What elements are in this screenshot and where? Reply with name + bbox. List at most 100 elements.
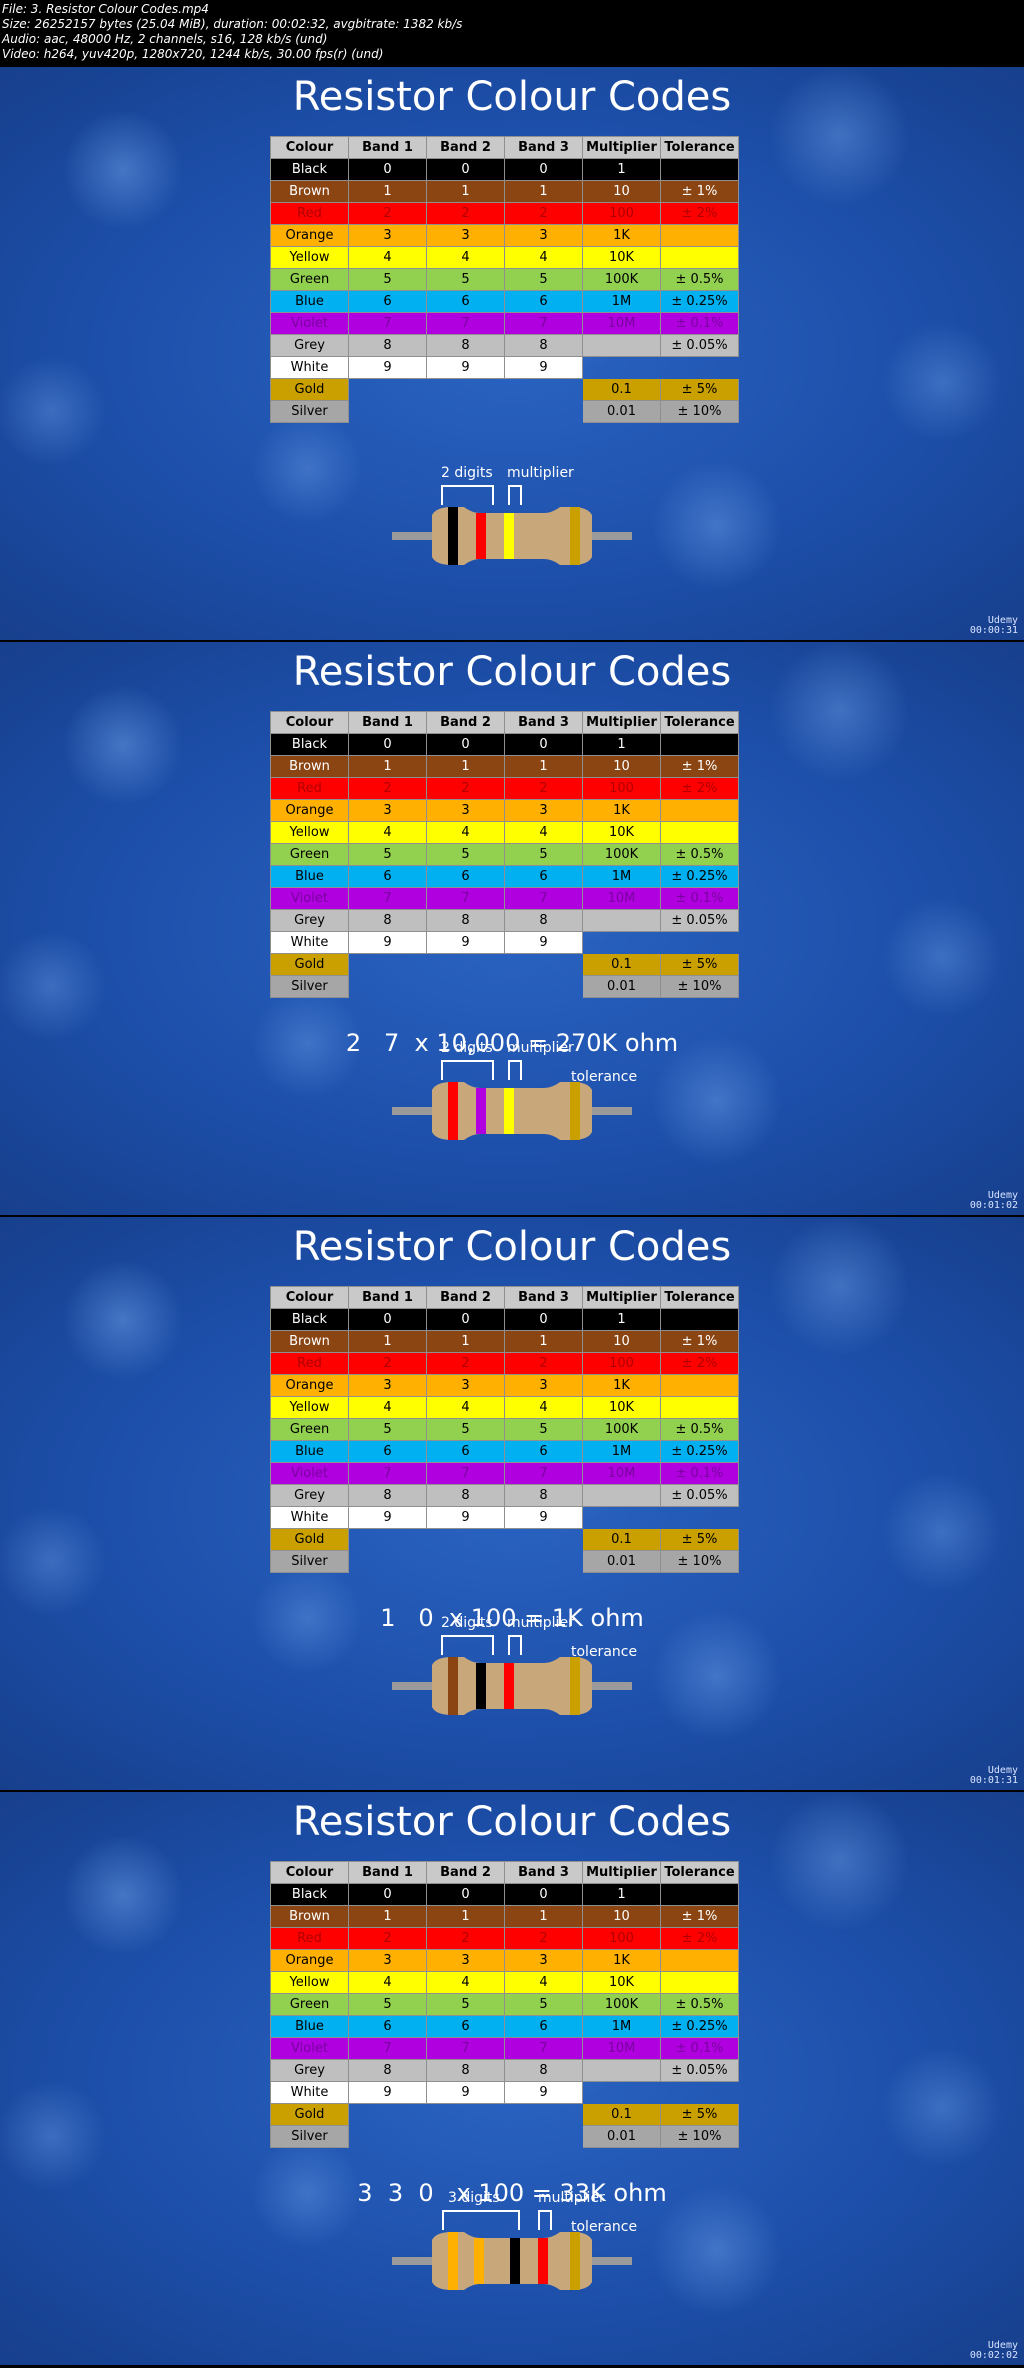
column-header: Tolerance xyxy=(660,711,739,734)
resistor-band-3 xyxy=(510,2238,520,2284)
table-row: Green 5 5 5 100K ± 0.5% xyxy=(270,1993,739,2016)
value-cell: 1M xyxy=(582,2015,661,2038)
table-row: Gold 0.1 ± 5% xyxy=(270,953,739,976)
value-cell: ± 2% xyxy=(660,777,739,800)
value-cell xyxy=(427,379,505,401)
value-cell: 100K xyxy=(582,268,661,291)
value-cell: 0.1 xyxy=(582,953,661,976)
table-row: Gold 0.1 ± 5% xyxy=(270,1528,739,1551)
value-cell: ± 0.05% xyxy=(660,1484,739,1507)
value-cell: 3 xyxy=(426,1374,505,1397)
table-header-row: Colour Band 1 Band 2 Band 3 Multiplier Tolera… xyxy=(270,1286,739,1309)
value-cell: 100 xyxy=(582,777,661,800)
value-cell: 1 xyxy=(504,180,583,203)
colour-name-cell: Orange xyxy=(270,799,349,822)
table-row: Yellow 4 4 4 10K xyxy=(270,1396,739,1419)
digits-bracket xyxy=(441,1060,494,1080)
value-cell: 1 xyxy=(426,180,505,203)
file-info-line: Size: 26252157 bytes (25.04 MiB), durati… xyxy=(2,17,463,31)
value-cell: 0 xyxy=(348,158,427,181)
value-cell: 2 xyxy=(504,777,583,800)
colour-name-cell: Black xyxy=(270,158,349,181)
digits-label: 2 digits xyxy=(441,1615,493,1631)
digits-bracket xyxy=(441,485,494,505)
value-cell xyxy=(583,1507,661,1529)
value-cell: 1 xyxy=(348,1330,427,1353)
value-cell xyxy=(660,821,739,844)
value-cell: 1 xyxy=(426,755,505,778)
resistor-band-4 xyxy=(570,1657,580,1715)
colour-name-cell: Red xyxy=(270,1352,349,1375)
value-cell: 0 xyxy=(504,1308,583,1331)
value-cell xyxy=(427,976,505,998)
value-cell: 8 xyxy=(504,1484,583,1507)
column-header: Tolerance xyxy=(660,1286,739,1309)
value-cell: 6 xyxy=(348,290,427,313)
value-cell: ± 1% xyxy=(660,1330,739,1353)
value-cell: 2 xyxy=(426,1927,505,1950)
multiplier-label: multiplier xyxy=(507,1615,574,1631)
digits-label: 2 digits xyxy=(441,1040,493,1056)
value-cell: ± 1% xyxy=(660,1905,739,1928)
value-cell: 9 xyxy=(504,356,583,379)
value-cell: ± 5% xyxy=(660,1528,739,1551)
value-cell: 3 xyxy=(348,1374,427,1397)
value-cell: 6 xyxy=(504,290,583,313)
value-cell: 4 xyxy=(426,246,505,269)
column-header: Colour xyxy=(270,711,349,734)
watermark: Udemy 00:01:31 xyxy=(970,1766,1018,1786)
value-cell xyxy=(349,401,427,423)
table-row: Blue 6 6 6 1M ± 0.25% xyxy=(270,1440,739,1463)
column-header: Band 1 xyxy=(348,711,427,734)
value-cell: ± 2% xyxy=(660,1927,739,1950)
value-cell: 1 xyxy=(348,755,427,778)
tolerance-label: tolerance xyxy=(571,1644,638,1660)
resistor-band-1 xyxy=(448,1082,458,1140)
value-cell: 10 xyxy=(582,755,661,778)
table-row: Silver 0.01 ± 10% xyxy=(270,1550,739,1573)
value-cell: 5 xyxy=(426,843,505,866)
multiplier-label: multiplier xyxy=(507,1040,574,1056)
value-cell: ± 1% xyxy=(660,755,739,778)
resistor-band-3 xyxy=(504,1088,514,1134)
value-cell: 3 xyxy=(504,1949,583,1972)
digits-bracket xyxy=(441,1635,494,1655)
resistor-band-3 xyxy=(504,1663,514,1709)
value-formula: 1 0 x 100 = 1K ohm xyxy=(380,1604,644,1632)
value-cell: ± 0.25% xyxy=(660,2015,739,2038)
colour-name-cell: Brown xyxy=(270,1330,349,1353)
column-header: Tolerance xyxy=(660,1861,739,1884)
colour-name-cell: Brown xyxy=(270,1905,349,1928)
value-cell: 1K xyxy=(582,224,661,247)
value-cell: 0.01 xyxy=(582,2125,661,2148)
column-header: Band 2 xyxy=(426,1861,505,1884)
value-cell: ± 0.5% xyxy=(660,1418,739,1441)
value-cell xyxy=(583,357,661,379)
value-cell xyxy=(505,379,583,401)
value-cell xyxy=(660,1374,739,1397)
value-cell xyxy=(660,1308,739,1331)
timestamp: 00:01:31 xyxy=(969,1775,1018,1786)
value-cell: 9 xyxy=(504,931,583,954)
value-cell xyxy=(427,2126,505,2148)
value-cell xyxy=(427,1529,505,1551)
colour-code-table: Colour Band 1 Band 2 Band 3 Multiplier Tolera… xyxy=(270,711,739,998)
slide-title: Resistor Colour Codes xyxy=(292,1799,732,1845)
value-cell: 100 xyxy=(582,202,661,225)
table-row: Red 2 2 2 100 ± 2% xyxy=(270,1927,739,1950)
resistor-band-4 xyxy=(570,1082,580,1140)
value-cell: 7 xyxy=(348,887,427,910)
value-cell: 4 xyxy=(348,821,427,844)
slide-title: Resistor Colour Codes xyxy=(292,649,732,695)
value-cell: 4 xyxy=(426,821,505,844)
value-cell: 0 xyxy=(426,158,505,181)
table-row: White 9 9 9 xyxy=(270,931,739,954)
logo-text: Udemy xyxy=(987,1765,1018,1776)
value-cell: 10 xyxy=(582,1905,661,1928)
value-cell: 0.1 xyxy=(582,2103,661,2126)
value-cell xyxy=(427,401,505,423)
colour-name-cell: Blue xyxy=(270,2015,349,2038)
colour-name-cell: Gold xyxy=(270,2103,349,2126)
